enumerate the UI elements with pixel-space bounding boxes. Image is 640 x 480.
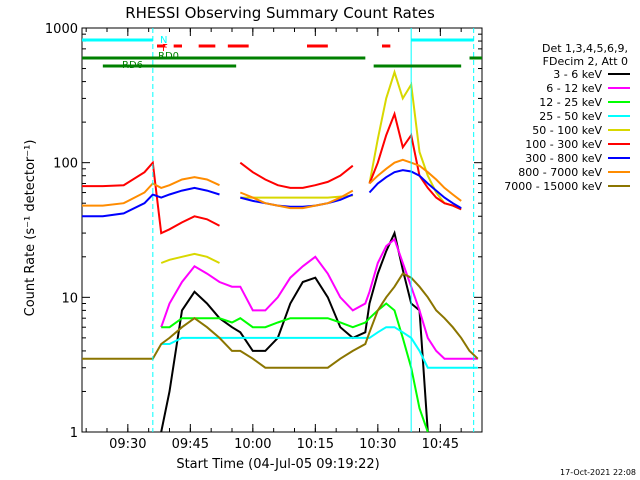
series-line-2 xyxy=(161,302,429,432)
legend-label: 300 - 800 keV xyxy=(525,152,602,165)
x-tick-label: 10:30 xyxy=(359,437,396,452)
plot-frame xyxy=(81,27,483,433)
x-tick-label: 09:45 xyxy=(172,437,209,452)
flag-label-rd6: RD6 xyxy=(122,60,143,71)
legend: Det 1,3,4,5,6,9,FDecim 2, Att 03 - 6 keV… xyxy=(504,42,630,193)
legend-title-line: Det 1,3,4,5,6,9, xyxy=(542,42,628,55)
flag-label-n: N xyxy=(160,35,167,46)
legend-label: 25 - 50 keV xyxy=(539,110,602,123)
y-tick-label: 10 xyxy=(61,291,78,306)
x-tick-label: 09:30 xyxy=(109,437,146,452)
series-line-8 xyxy=(82,272,479,369)
y-tick-label: 1 xyxy=(70,426,78,441)
series-line-3 xyxy=(161,326,478,369)
footer-timestamp: 17-Oct-2021 22:08 xyxy=(560,468,636,477)
series-line-0 xyxy=(160,229,429,432)
legend-label: 3 - 6 keV xyxy=(553,68,602,81)
legend-label: 6 - 12 keV xyxy=(546,82,602,95)
x-tick-label: 10:45 xyxy=(422,437,459,452)
legend-label: 100 - 300 keV xyxy=(525,138,602,151)
flag-label-rd0: RD0 xyxy=(158,51,179,62)
legend-label: 12 - 25 keV xyxy=(539,96,602,109)
x-tick-label: 10:00 xyxy=(234,437,271,452)
series-line-1 xyxy=(160,237,478,360)
chart-title: RHESSI Observing Summary Count Rates xyxy=(125,4,435,22)
legend-label: 50 - 100 keV xyxy=(532,124,602,137)
series-group xyxy=(82,28,482,432)
y-tick-label: 1000 xyxy=(45,22,78,37)
legend-label: 7000 - 15000 keV xyxy=(504,180,602,193)
flag-label-f: F xyxy=(162,43,168,54)
plot-area: 1 10 100 1000 09:30 09:45 10:00 10:15 10:30 10:45… xyxy=(45,22,483,452)
legend-title-line: FDecim 2, Att 0 xyxy=(543,55,628,68)
legend-label: 800 - 7000 keV xyxy=(518,166,602,179)
y-axis-label: Count Rate (s⁻¹ detector⁻¹) xyxy=(23,140,38,317)
x-axis-label: Start Time (04-Jul-05 09:19:22) xyxy=(176,457,379,472)
x-tick-label: 10:15 xyxy=(297,437,334,452)
y-tick-label: 100 xyxy=(53,157,78,172)
